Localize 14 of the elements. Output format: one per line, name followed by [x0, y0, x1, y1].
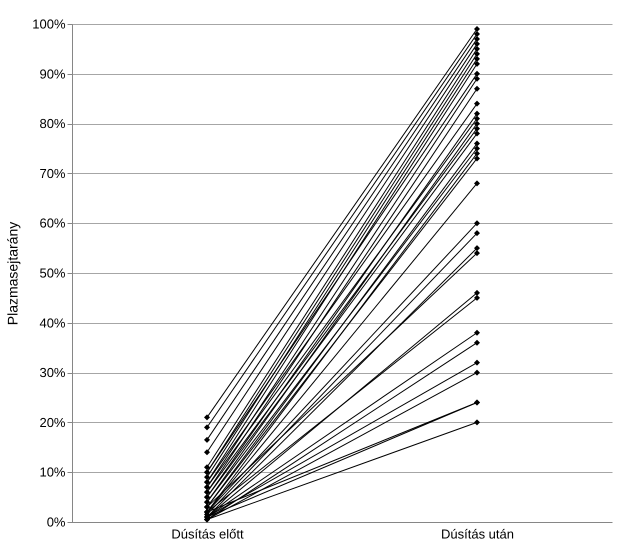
- y-tick-label: 80%: [39, 116, 66, 132]
- y-tick-label: 70%: [39, 166, 66, 181]
- y-tick-label: 60%: [39, 216, 66, 231]
- x-tick-label: Dúsítás előtt: [171, 526, 244, 542]
- x-tick-label: Dúsítás után: [441, 526, 514, 542]
- y-tick-label: 100%: [32, 16, 66, 32]
- y-tick-label: 40%: [39, 315, 66, 330]
- y-tick-label: 0%: [46, 514, 66, 530]
- y-tick-label: 30%: [39, 365, 66, 380]
- y-tick-label: 10%: [39, 464, 66, 480]
- y-tick-label: 90%: [39, 66, 66, 82]
- y-tick-label: 50%: [39, 266, 66, 280]
- y-tick-label: 20%: [39, 414, 66, 430]
- y-axis-title: Plazmasejtarány: [4, 222, 20, 326]
